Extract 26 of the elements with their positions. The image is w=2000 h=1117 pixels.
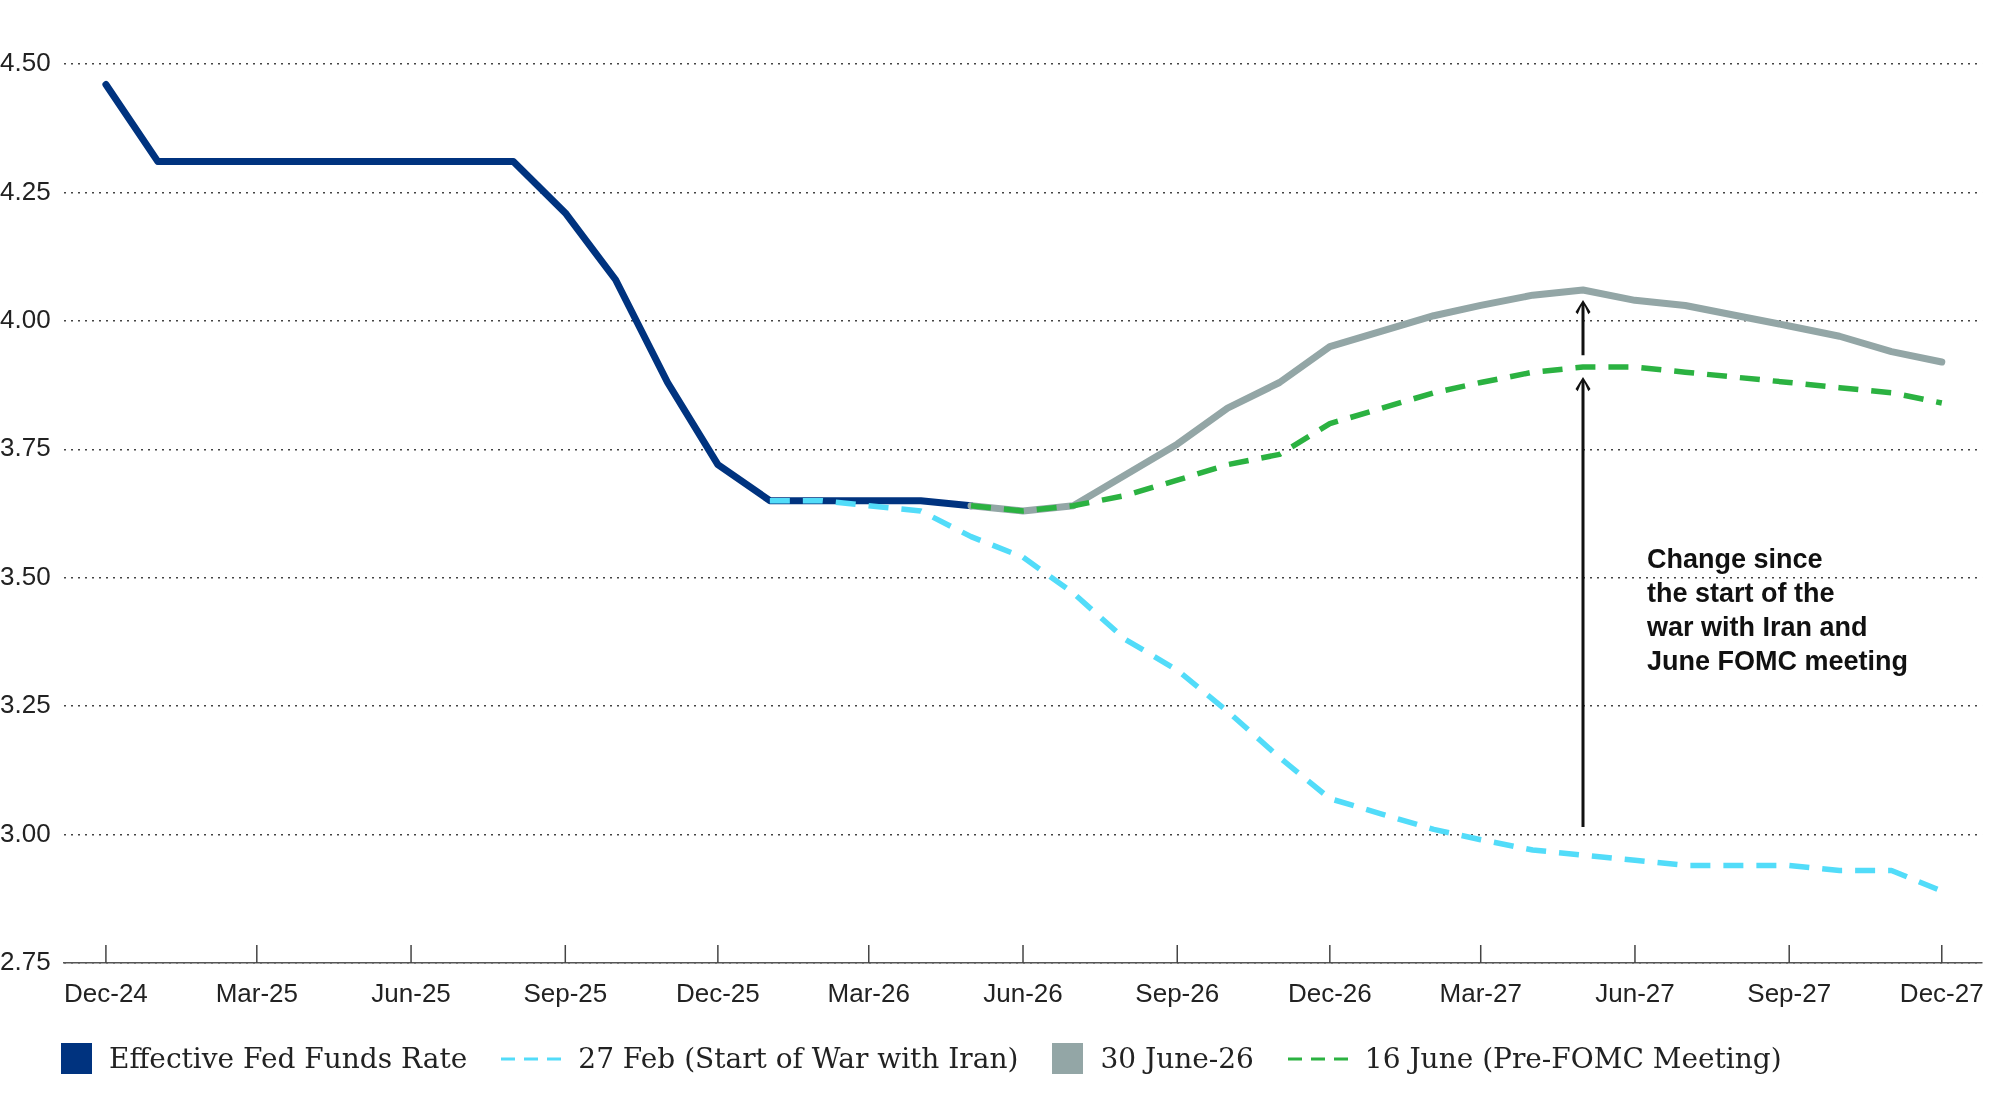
x-tick-label: Mar-25 xyxy=(215,977,298,1008)
annotation: Change since the start of the war with Iran and June FOMC meeting xyxy=(1645,543,1909,676)
y-tick-label: 4.00 xyxy=(0,304,51,335)
legend-label: 27 Feb (Start of War with Iran) xyxy=(578,1042,1019,1075)
x-tick-label: Jun-27 xyxy=(1595,977,1675,1008)
legend-label: Effective Fed Funds Rate xyxy=(109,1042,468,1075)
legend-label: 30 June-26 xyxy=(1100,1042,1254,1075)
x-tick-label: Sep-26 xyxy=(1135,977,1220,1008)
x-tick-label: Mar-26 xyxy=(827,977,910,1008)
x-tick-label: Dec-24 xyxy=(64,977,148,1008)
y-tick-label: 4.25 xyxy=(0,175,51,206)
y-tick-label: 3.00 xyxy=(0,817,51,848)
y-tick-label: 3.75 xyxy=(0,432,51,463)
x-tick-label: Dec-26 xyxy=(1287,977,1372,1008)
x-tick-label: Dec-25 xyxy=(675,977,760,1008)
x-tick-label: Mar-27 xyxy=(1439,977,1522,1008)
y-tick-label: 3.50 xyxy=(0,560,51,591)
y-tick-label: 4.50 xyxy=(0,47,51,78)
x-tick-label: Sep-27 xyxy=(1747,977,1832,1008)
y-tick-label: 2.75 xyxy=(0,946,51,977)
x-tick-label: Jun-25 xyxy=(371,977,451,1008)
x-tick-label: Dec-27 xyxy=(1899,977,1984,1008)
x-tick-label: Jun-26 xyxy=(983,977,1063,1008)
x-tick-label: Sep-25 xyxy=(523,977,608,1008)
legend-label: 16 June (Pre-FOMC Meeting) xyxy=(1364,1042,1782,1075)
y-tick-label: 3.25 xyxy=(0,689,51,720)
